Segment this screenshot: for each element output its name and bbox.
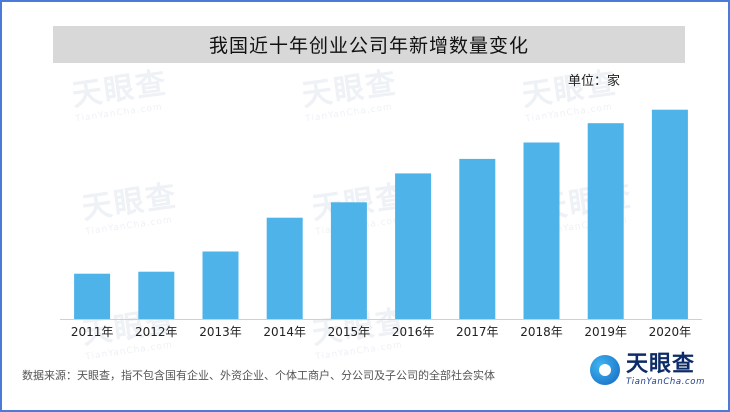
title-bar: 我国近十年创业公司年新增数量变化 xyxy=(53,26,685,63)
bar-2012年 xyxy=(138,271,175,319)
x-tick-labels: 2011年 2012年 2013年 2014年 2015年 2016年 2017年 2018年… xyxy=(71,325,691,339)
x-tick-label: 2016年 xyxy=(392,325,435,339)
unit-label: 单位：家 xyxy=(568,74,621,89)
data-source-note: 数据来源：天眼查，指不包含国有企业、外资企业、个体工商户、分公司及子公司的全部社… xyxy=(22,369,495,382)
bars-group xyxy=(74,109,688,319)
brand-logo: 天眼查 TianYanCha.com xyxy=(590,354,705,387)
x-tick-label: 2012年 xyxy=(135,325,178,339)
bar-2016年 xyxy=(395,173,432,319)
bar-2019年 xyxy=(587,123,624,319)
brand-url: TianYanCha.com xyxy=(626,377,705,387)
x-tick-label: 2011年 xyxy=(71,325,114,339)
bar-2011年 xyxy=(74,273,111,319)
x-tick-label: 2020年 xyxy=(649,325,692,339)
x-tick-label: 2015年 xyxy=(328,325,371,339)
bar-2013年 xyxy=(202,251,239,319)
x-tick-label: 2013年 xyxy=(199,325,242,339)
bar-2018年 xyxy=(523,142,560,319)
x-tick-label: 2017年 xyxy=(456,325,499,339)
eye-logo-icon xyxy=(590,355,620,386)
brand-name: 天眼查 xyxy=(626,352,696,377)
bar-2014年 xyxy=(266,217,303,319)
bar-2020年 xyxy=(651,109,688,319)
x-tick-label: 2018年 xyxy=(520,325,563,339)
bar-2015年 xyxy=(330,202,367,319)
bar-2017年 xyxy=(459,158,496,319)
x-tick-label: 2019年 xyxy=(584,325,627,339)
chart-title: 我国近十年创业公司年新增数量变化 xyxy=(208,35,529,57)
x-tick-label: 2014年 xyxy=(263,325,306,339)
